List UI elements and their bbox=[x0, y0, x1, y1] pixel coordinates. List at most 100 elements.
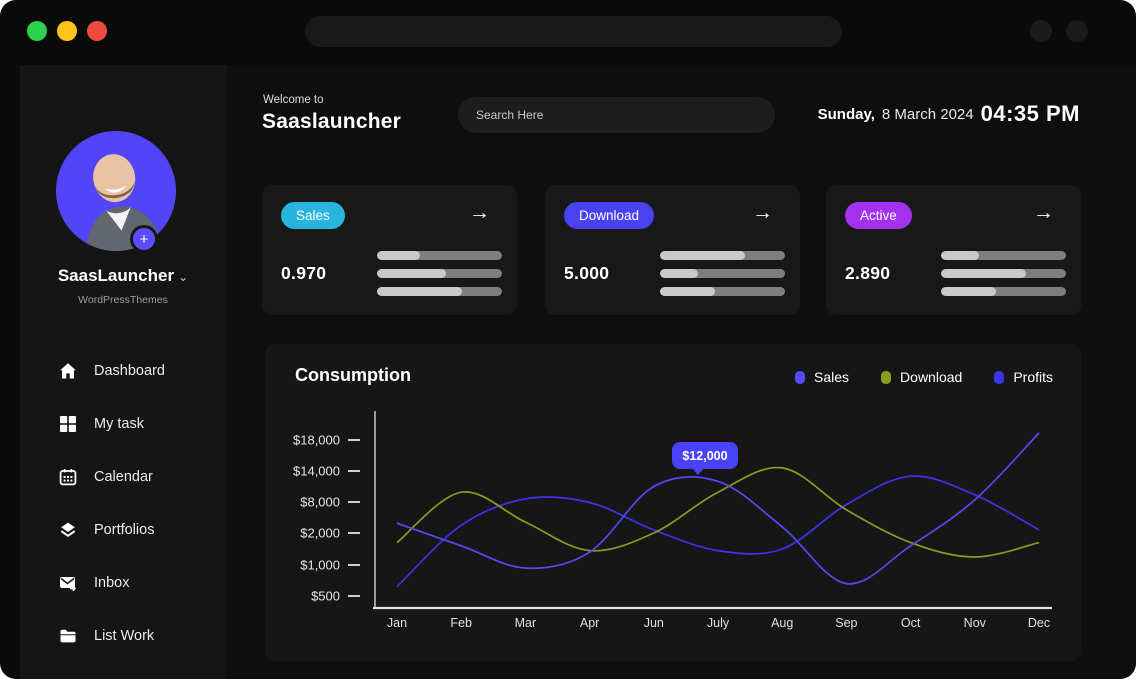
welcome-text: Welcome to bbox=[263, 94, 324, 106]
series-line-download bbox=[396, 466, 1040, 558]
date-value: 8 March 2024 bbox=[881, 105, 974, 123]
sidebar: + SaasLauncher ⌄ WordPressThemes Dashboar… bbox=[20, 65, 226, 679]
stat-card-sales: Sales → 0.970 bbox=[262, 185, 517, 315]
legend-dot-icon bbox=[881, 370, 892, 384]
date-day: Sunday, bbox=[817, 105, 875, 123]
consumption-card: Consumption Sales Download Profits $500 $… bbox=[265, 344, 1081, 661]
grid-icon bbox=[58, 415, 77, 434]
sidebar-item-label: Dashboard bbox=[94, 363, 165, 379]
y-tick-label: $14,000 bbox=[293, 464, 340, 479]
profile-name-dropdown[interactable]: SaasLauncher ⌄ bbox=[20, 266, 226, 286]
progress-bar bbox=[660, 287, 785, 296]
x-tick-label: Mar bbox=[515, 616, 537, 630]
legend-label: Sales bbox=[814, 369, 850, 385]
sidebar-item-calendar[interactable]: Calendar bbox=[58, 462, 218, 492]
page-title: Saaslauncher bbox=[262, 110, 401, 133]
progress-fill bbox=[941, 269, 1026, 278]
sidebar-nav: Dashboard My task Calendar Portfolios bbox=[58, 356, 218, 651]
progress-bar bbox=[941, 287, 1066, 296]
x-tick-label: Feb bbox=[450, 616, 472, 630]
home-icon bbox=[58, 362, 77, 381]
legend-item-download[interactable]: Download bbox=[881, 369, 962, 385]
consumption-plot: $500 $1,000 $2,000 $8,000 $14,000 $18,000 Jan F… bbox=[293, 411, 1052, 630]
sidebar-item-label: Inbox bbox=[94, 575, 130, 591]
x-tick-label: Apr bbox=[580, 616, 599, 630]
progress-fill bbox=[941, 287, 996, 296]
sidebar-item-label: Portfolios bbox=[94, 522, 155, 538]
search-input[interactable] bbox=[458, 97, 775, 133]
x-tick-label: Aug bbox=[771, 616, 793, 630]
progress-bar bbox=[377, 287, 502, 296]
window-address-bar[interactable] bbox=[305, 16, 842, 47]
progress-fill bbox=[941, 251, 979, 260]
legend-item-profits[interactable]: Profits bbox=[994, 369, 1053, 385]
traffic-light-yellow-icon[interactable] bbox=[57, 21, 77, 41]
calendar-icon bbox=[58, 468, 77, 487]
y-tick-label: $2,000 bbox=[300, 526, 340, 541]
topbar-dot-right-icon[interactable] bbox=[1066, 20, 1088, 42]
arrow-right-icon[interactable]: → bbox=[1027, 201, 1060, 224]
legend-dot-icon bbox=[795, 370, 806, 384]
avatar[interactable] bbox=[56, 131, 176, 251]
progress-fill bbox=[660, 269, 698, 278]
time-value: 04:35 PM bbox=[980, 101, 1080, 126]
legend-item-sales[interactable]: Sales bbox=[795, 369, 849, 385]
sidebar-item-label: List Work bbox=[94, 628, 155, 644]
progress-group bbox=[941, 251, 1066, 296]
sidebar-item-label: My task bbox=[94, 416, 144, 432]
sidebar-item-inbox[interactable]: Inbox bbox=[58, 568, 218, 598]
x-tick-label: Jan bbox=[387, 616, 407, 630]
sidebar-item-list-work[interactable]: List Work bbox=[58, 621, 218, 651]
stat-value: 0.970 bbox=[281, 263, 327, 283]
chart-title: Consumption bbox=[295, 365, 411, 385]
progress-fill bbox=[660, 251, 745, 260]
progress-group bbox=[377, 251, 502, 296]
profile-subtitle: WordPressThemes bbox=[78, 294, 168, 306]
stat-value: 5.000 bbox=[564, 263, 610, 283]
avatar-person-illustration bbox=[56, 131, 176, 251]
folder-icon bbox=[58, 627, 77, 646]
legend-label: Profits bbox=[1013, 369, 1053, 385]
sidebar-item-dashboard[interactable]: Dashboard bbox=[58, 356, 218, 386]
progress-group bbox=[660, 251, 785, 296]
inbox-icon bbox=[58, 574, 77, 593]
progress-bar bbox=[377, 251, 502, 260]
layers-icon bbox=[58, 521, 77, 540]
y-tick-label: $1,000 bbox=[300, 558, 340, 573]
chart-tooltip: $12,000 bbox=[672, 442, 738, 475]
stat-value: 2.890 bbox=[845, 263, 891, 283]
stat-card-active: Active → 2.890 bbox=[826, 185, 1081, 315]
stat-badge: Download bbox=[564, 202, 655, 229]
arrow-right-icon[interactable]: → bbox=[746, 201, 779, 224]
x-tick-label: July bbox=[707, 616, 730, 630]
progress-fill bbox=[377, 251, 420, 260]
stat-card-download: Download → 5.000 bbox=[545, 185, 800, 315]
x-tick-label: Oct bbox=[901, 616, 921, 630]
sidebar-item-my-task[interactable]: My task bbox=[58, 409, 218, 439]
stat-badge: Sales bbox=[281, 202, 345, 229]
progress-bar bbox=[377, 269, 502, 278]
chart-legend: Sales Download Profits bbox=[795, 369, 1053, 385]
x-tick-label: Jun bbox=[644, 616, 664, 630]
traffic-light-red-icon[interactable] bbox=[87, 21, 107, 41]
series-line-sales bbox=[396, 432, 1040, 585]
profile-name: SaasLauncher bbox=[57, 266, 175, 285]
x-tick-label: Sep bbox=[835, 616, 857, 630]
sidebar-item-label: Calendar bbox=[94, 469, 153, 485]
arrow-right-icon[interactable]: → bbox=[463, 201, 496, 224]
add-profile-button[interactable]: + bbox=[130, 225, 158, 253]
datetime: Sunday, 8 March 2024 04:35 PM bbox=[818, 101, 1080, 127]
y-tick-label: $8,000 bbox=[300, 495, 340, 510]
legend-dot-icon bbox=[994, 370, 1005, 384]
topbar-dot-left-icon[interactable] bbox=[1030, 20, 1052, 42]
progress-fill bbox=[377, 287, 462, 296]
traffic-light-green-icon[interactable] bbox=[27, 21, 47, 41]
legend-label: Download bbox=[900, 369, 963, 385]
series-line-profits bbox=[396, 475, 1040, 588]
x-tick-label: Dec bbox=[1028, 616, 1050, 630]
y-tick-label: $18,000 bbox=[293, 433, 340, 448]
progress-fill bbox=[660, 287, 715, 296]
progress-bar bbox=[660, 269, 785, 278]
sidebar-item-portfolios[interactable]: Portfolios bbox=[58, 515, 218, 545]
